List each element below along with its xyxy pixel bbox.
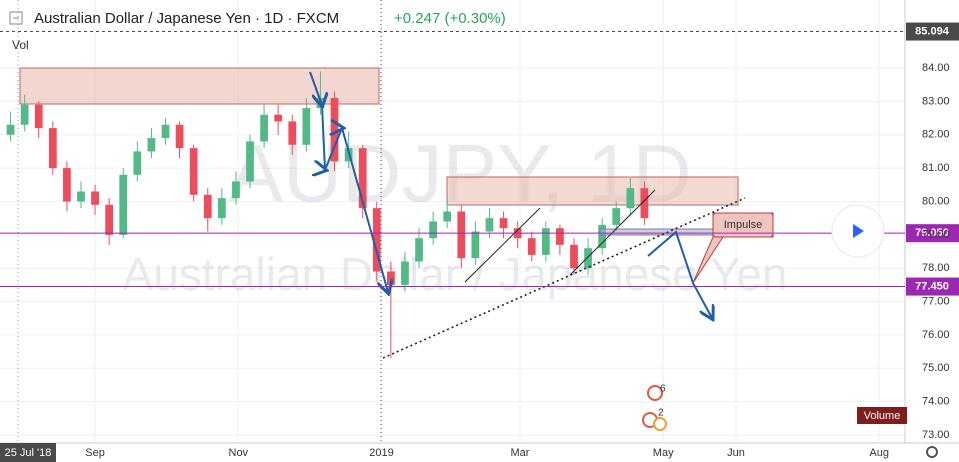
candle-body [217,198,226,219]
crosshair-label-text: 25 Jul '18 [5,447,52,459]
candle-body [175,124,184,149]
price-tag-text: 77.450 [915,280,949,292]
x-tick-label: Mar [511,447,530,459]
candle-body [63,168,71,202]
y-tick-label: 77.00 [922,295,950,307]
candle-body [6,124,15,135]
support-zone[interactable] [599,228,716,236]
resistance-zone[interactable] [446,176,739,206]
candle-body [34,104,43,129]
price-tag-text: 79.050 [915,227,949,239]
y-tick-label: 84.00 [922,62,950,74]
event-marker[interactable] [647,385,663,401]
x-tick-label: Aug [869,447,889,459]
price-tag [906,224,959,243]
candle-body [598,224,607,249]
candle-body [387,271,395,285]
collapse-icon[interactable] [9,11,23,25]
play-icon [853,224,864,238]
event-count: 2 [658,408,664,419]
x-tick-label: Nov [229,447,249,459]
price-tag [906,277,959,296]
candle-body [77,191,85,202]
callout-box[interactable] [712,212,774,238]
price-lines: 85.094 79.050 77.450 [0,22,959,296]
candle-body [640,188,649,219]
price-change: +0.247 (+0.30%) [394,10,506,27]
price-tag [906,22,959,41]
candle-body [119,174,128,235]
y-tick-label: 79.00 [922,229,950,241]
channel-line[interactable] [464,207,541,283]
candle-body [203,194,212,219]
callout-text: Impulse [724,219,763,231]
volume-label: Vol [12,38,29,52]
x-tick-label: May [653,447,674,459]
watermark-subtitle: Australian Dollar / Japanese Yen [123,248,788,300]
y-tick-label: 73.00 [922,429,950,441]
y-tick-label: 81.00 [922,162,950,174]
candle-body [246,141,254,182]
candle-body [415,238,423,262]
candle-body [471,231,480,259]
candle-body [274,114,283,122]
candle-body [401,261,409,285]
candle-body [20,104,29,125]
y-tick-label: 76.00 [922,329,950,341]
volume-badge[interactable] [857,407,907,424]
x-tick-label: Jun [727,447,745,459]
candle-body [189,148,198,195]
candle-body [105,204,114,235]
candle-body [133,151,142,175]
projection-arrow[interactable] [309,71,388,292]
candle-body [91,191,99,205]
candle-body [443,211,452,222]
y-tick-label: 78.00 [922,262,950,274]
chart-title: Australian Dollar / Japanese Yen · 1D · … [34,10,339,27]
watermark: AUDJPY, 1D [228,129,691,220]
y-tick-label: 82.00 [922,129,950,141]
candle-body [147,138,156,152]
resistance-zone[interactable] [19,67,380,105]
event-count: 6 [660,384,666,395]
y-tick-label: 80.00 [922,195,950,207]
candle-body [499,218,508,229]
candle-body [302,108,311,145]
channel-line[interactable] [569,189,656,276]
event-marker[interactable] [653,417,667,431]
candle-body [570,244,578,269]
projection-arrow[interactable] [647,230,712,318]
candle-body [541,228,550,255]
crosshair-label [0,443,56,462]
candle-body [288,121,297,145]
settings-icon[interactable] [926,446,938,458]
candle-body [556,228,564,245]
candle-body [485,218,494,232]
candle-body [626,188,635,209]
candle-body [457,211,466,259]
y-tick-label: 75.00 [922,362,950,374]
candle-body [232,181,240,199]
x-tick-label: Sep [85,447,105,459]
x-tick-label: 2019 [369,447,393,459]
candle-body [584,248,592,269]
y-tick-label: 74.00 [922,396,950,408]
candle-body [429,221,438,239]
candle-body [527,238,536,255]
candle-body [260,114,268,142]
candle-body [48,128,57,169]
y-tick-label: 83.00 [922,95,950,107]
volume-badge-text: Volume [864,410,901,422]
candle-body [612,208,621,225]
trend-line[interactable] [382,197,746,359]
price-tag-text: 85.094 [915,25,950,37]
candle-body [161,124,170,139]
